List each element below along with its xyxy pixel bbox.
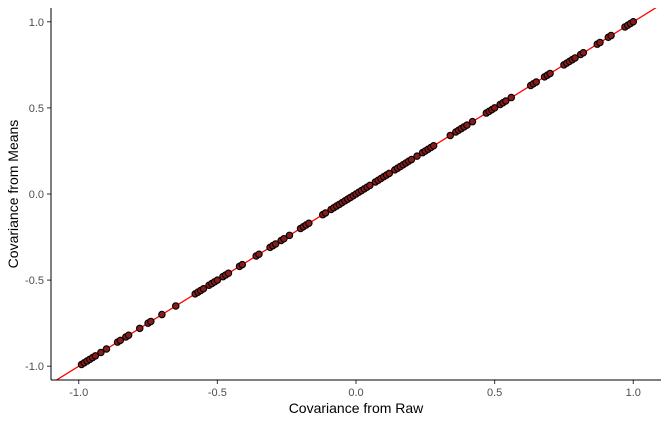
y-axis-ticks: -1.0 -0.5 0.0 0.5 1.0 (25, 17, 51, 373)
data-point (305, 219, 313, 228)
data-point (285, 231, 294, 240)
data-point (501, 97, 510, 105)
data-point (91, 352, 100, 360)
data-point (366, 181, 374, 190)
data-point (507, 93, 516, 102)
x-tick-label: 1.0 (626, 387, 641, 399)
data-point (629, 18, 638, 26)
data-points (77, 18, 638, 369)
data-point (213, 276, 222, 284)
y-tick-label: 0.5 (29, 103, 44, 115)
y-tick-label: -0.5 (25, 275, 44, 287)
data-point (579, 49, 588, 57)
data-point (116, 336, 125, 345)
data-point (413, 152, 421, 160)
x-tick-label: -0.5 (208, 387, 227, 399)
data-point (255, 250, 263, 259)
y-tick-label: 1.0 (29, 17, 44, 29)
data-point (468, 117, 477, 126)
data-point (463, 121, 471, 129)
data-point (271, 240, 280, 248)
data-point (429, 142, 438, 150)
data-point (199, 284, 208, 293)
x-axis-title: Covariance from Raw (289, 400, 424, 416)
data-point (102, 345, 111, 353)
x-axis-ticks: -1.0 -0.5 0.0 0.5 1.0 (69, 380, 641, 399)
data-point (596, 38, 604, 47)
data-point (407, 155, 416, 164)
y-tick-label: -1.0 (25, 361, 44, 373)
data-point (135, 324, 144, 333)
data-point (571, 54, 579, 62)
data-point (172, 302, 180, 310)
data-point (546, 69, 554, 78)
x-tick-label: 0.0 (348, 387, 363, 399)
data-point (97, 348, 105, 357)
data-point (124, 331, 133, 339)
data-point (446, 131, 455, 140)
data-point (385, 169, 394, 178)
x-tick-label: 0.5 (487, 387, 502, 399)
data-point (147, 317, 155, 326)
data-point (490, 104, 499, 112)
data-point (607, 31, 615, 40)
y-axis-title: Covariance from Means (5, 120, 21, 269)
data-point (224, 269, 233, 277)
data-point (238, 260, 247, 269)
data-point (532, 78, 540, 86)
y-tick-label: 0.0 (29, 189, 44, 201)
data-point (321, 209, 330, 217)
x-tick-label: -1.0 (69, 387, 88, 399)
data-point (158, 310, 166, 319)
data-point (280, 235, 288, 243)
